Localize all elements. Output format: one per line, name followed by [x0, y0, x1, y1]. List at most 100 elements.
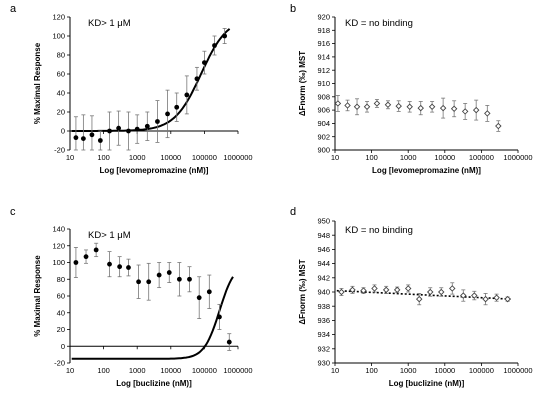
panel-letter: c	[10, 206, 16, 218]
x-tick-label: 1000	[400, 153, 417, 162]
data-point	[136, 279, 141, 285]
data-point	[196, 295, 202, 301]
data-point	[174, 104, 180, 110]
y-tick-label: 932	[317, 344, 330, 353]
data-point	[461, 108, 469, 115]
data-point	[206, 289, 212, 295]
y-tick-label: 40	[57, 89, 65, 98]
y-tick-label: 0	[61, 342, 65, 351]
x-tick-label: 100	[97, 366, 110, 375]
data-point	[373, 100, 381, 107]
x-tick-label: 1000	[129, 366, 146, 375]
x-axis-title: Log [buclizine (nM)]	[389, 379, 465, 388]
y-tick-label: 60	[57, 292, 65, 301]
data-point	[126, 265, 131, 270]
panel-b: b KD = no binding 900 902 904 906 908 910 912 914…	[290, 3, 533, 175]
x-tick-label: 100000	[469, 153, 494, 162]
y-tick-label: 80	[57, 275, 65, 284]
x-tick-label: 1000000	[503, 153, 532, 162]
data-point	[484, 110, 491, 117]
kd-annotation: KD = no binding	[345, 225, 413, 236]
data-point	[107, 261, 112, 267]
data-point	[371, 285, 378, 292]
y-tick-label: 930	[317, 359, 330, 368]
data-point	[166, 270, 172, 275]
y-tick-label: 908	[317, 92, 330, 101]
data-point	[93, 247, 99, 253]
y-tick-label: -20	[54, 359, 65, 368]
x-tick-label: 1000000	[223, 153, 252, 162]
data-point	[165, 111, 170, 117]
data-point	[194, 76, 200, 82]
y-tick-label: 920	[317, 13, 330, 22]
data-point	[212, 43, 217, 48]
y-tick-label: 944	[317, 259, 330, 268]
data-point	[80, 136, 86, 142]
data-point	[438, 288, 445, 296]
data-point	[73, 260, 79, 265]
panel-c: c KD> 1 μM -20 0 20 40 60 80 100 120 140 10 100 1000 1…	[10, 206, 253, 388]
x-tick-label: 1000000	[503, 366, 532, 375]
data-point	[187, 276, 192, 282]
panel-letter: a	[10, 3, 17, 15]
y-tick-label: 910	[317, 79, 330, 88]
data-point	[460, 292, 467, 299]
x-tick-label: 100000	[469, 366, 494, 375]
y-tick-label: 60	[57, 70, 65, 79]
data-point	[472, 106, 480, 114]
data-point	[395, 102, 402, 110]
data-point	[97, 138, 103, 143]
data-point	[144, 123, 150, 129]
y-tick-label: 904	[317, 119, 330, 128]
y-tick-label: 140	[52, 225, 65, 234]
y-axis-title: ΔFnorm (‰) MST	[298, 259, 307, 324]
data-point	[116, 125, 122, 131]
x-tick-label: 1000000	[223, 366, 252, 375]
data-point	[450, 105, 458, 113]
data-point	[226, 339, 232, 345]
data-point	[349, 286, 356, 294]
y-tick-label: 20	[57, 108, 65, 117]
y-tick-label: 938	[317, 302, 330, 311]
x-tick-label: 10000	[160, 366, 181, 375]
kd-annotation: KD> 1 μM	[88, 18, 131, 29]
y-tick-label: 0	[61, 127, 65, 136]
y-tick-label: 900	[317, 146, 330, 155]
y-tick-label: 942	[317, 273, 330, 282]
panel-a: a KD> 1 μM -20 0 20 40 60 80 100 120 10 100 1000 1000…	[10, 3, 253, 175]
panel-letter: b	[290, 3, 296, 15]
fit-curve	[336, 289, 513, 300]
data-point	[334, 100, 342, 107]
y-tick-label: 100	[52, 32, 65, 41]
x-axis-title: Log [levomepromazine (nM)]	[372, 166, 481, 175]
data-point	[146, 279, 152, 285]
fit-curve	[71, 276, 234, 360]
data-point	[73, 135, 79, 141]
x-tick-label: 10	[66, 153, 74, 162]
x-tick-label: 10	[66, 366, 74, 375]
x-tick-label: 100	[97, 153, 110, 162]
x-axis-title: Log [buclizine (nM)]	[116, 379, 192, 388]
x-tick-label: 1000	[129, 153, 146, 162]
data-point	[406, 103, 413, 111]
y-tick-label: 902	[317, 132, 330, 141]
x-tick-label: 10000	[434, 153, 455, 162]
data-point	[384, 101, 392, 109]
data-point	[417, 104, 424, 112]
data-point	[482, 295, 489, 303]
data-point	[449, 285, 456, 292]
data-point	[156, 272, 162, 278]
x-tick-label: 100000	[192, 153, 217, 162]
y-tick-label: 950	[317, 217, 330, 226]
y-tick-label: 936	[317, 316, 330, 325]
data-point	[202, 60, 207, 65]
data-point	[134, 126, 140, 132]
panel-letter: d	[290, 206, 296, 218]
data-point	[393, 286, 401, 294]
data-point	[360, 287, 367, 294]
y-tick-label: 20	[57, 325, 65, 334]
data-point	[222, 33, 228, 39]
y-axis-title: ΔFnorm (‰) MST	[298, 51, 307, 116]
data-point	[344, 102, 351, 109]
